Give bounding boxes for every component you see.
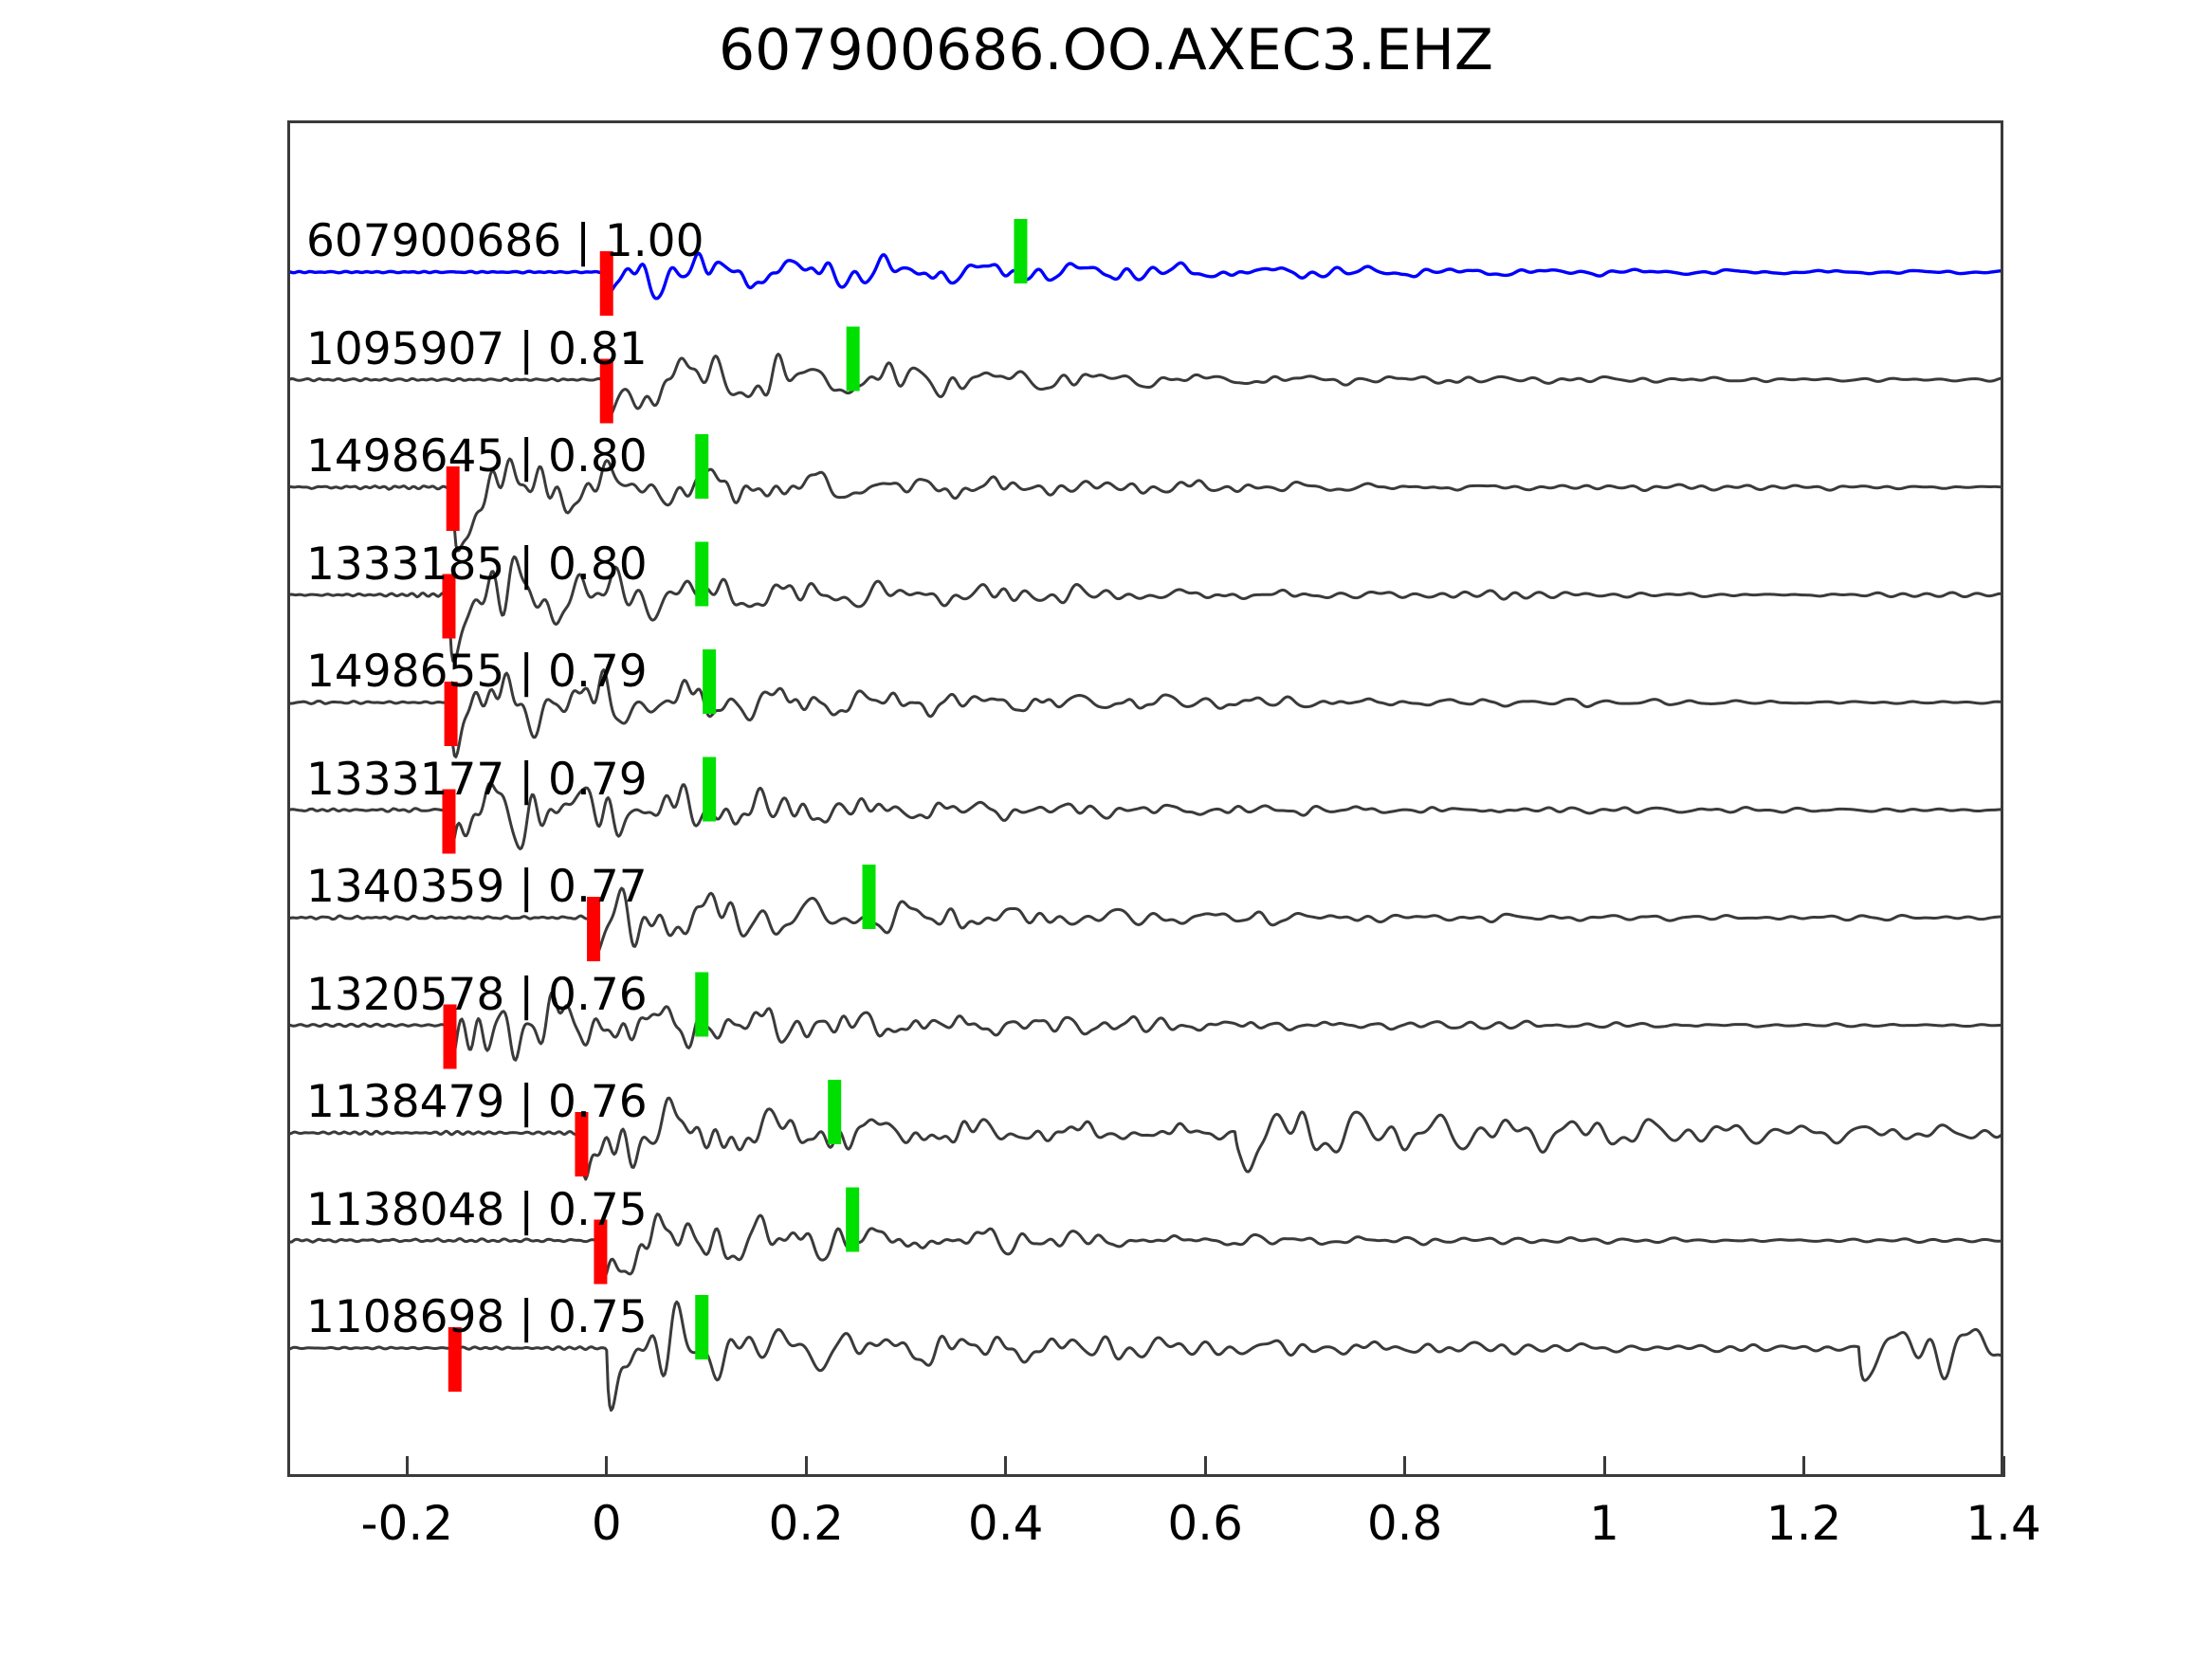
waveform-trace-1095907: [287, 353, 2003, 417]
page-title: 607900686.OO.AXEC3.EHZ: [718, 17, 1494, 83]
x-tick-label-5: 0.8: [1366, 1496, 1443, 1551]
x-tick-mark-7: [1802, 1456, 1806, 1477]
trace-label-1333177: 1333177 | 0.79: [306, 753, 648, 806]
x-tick-label-1: 0: [591, 1496, 622, 1551]
x-tick-label-4: 0.6: [1167, 1496, 1243, 1551]
trace-label-1320578: 1320578 | 0.76: [306, 968, 648, 1021]
trace-label-1095907: 1095907 | 0.81: [306, 322, 648, 375]
p-pick-marker-1333185: [442, 574, 456, 639]
s-pick-marker-1333185: [695, 541, 709, 607]
x-tick-label-8: 1.4: [1965, 1496, 2041, 1551]
trace-label-1138048: 1138048 | 0.75: [306, 1183, 648, 1236]
s-pick-marker-1320578: [695, 972, 709, 1037]
x-tick-mark-6: [1602, 1456, 1606, 1477]
waveform-trace-1108698: [287, 1300, 2003, 1413]
x-tick-mark-5: [1403, 1456, 1407, 1477]
p-pick-marker-1095907: [599, 358, 613, 424]
p-pick-marker-607900686: [599, 251, 613, 316]
x-tick-label-6: 1: [1589, 1496, 1619, 1551]
s-pick-marker-1498645: [695, 434, 709, 499]
x-tick-label-7: 1.2: [1765, 1496, 1842, 1551]
waveform-trace-1340359: [287, 886, 2003, 955]
waveform-trace-1498655: [287, 668, 2003, 758]
waveform-trace-1498645: [287, 457, 2003, 553]
p-pick-marker-1138479: [575, 1112, 589, 1176]
x-tick-mark-0: [405, 1456, 409, 1477]
waveform-trace-1320578: [287, 991, 2003, 1062]
p-pick-marker-1498645: [446, 466, 460, 531]
trace-label-1498645: 1498645 | 0.80: [306, 430, 648, 483]
x-tick-mark-8: [2002, 1456, 2005, 1477]
x-tick-label-2: 0.2: [768, 1496, 844, 1551]
trace-label-1340359: 1340359 | 0.77: [306, 861, 648, 913]
waveform-trace-1138048: [287, 1212, 2003, 1279]
x-tick-mark-2: [804, 1456, 808, 1477]
trace-label-1498655: 1498655 | 0.79: [306, 646, 648, 698]
p-pick-marker-1498655: [444, 682, 458, 746]
s-pick-marker-1498655: [703, 649, 717, 714]
trace-label-1333185: 1333185 | 0.80: [306, 538, 648, 591]
x-tick-label-0: -0.2: [360, 1496, 454, 1551]
waveform-trace-1333177: [287, 781, 2003, 850]
s-pick-marker-1138048: [846, 1187, 860, 1252]
trace-label-607900686: 607900686 | 1.00: [306, 215, 704, 267]
plot-area: [287, 120, 2003, 1477]
s-pick-marker-1340359: [862, 865, 876, 929]
waveform-trace-1333185: [287, 555, 2003, 664]
waveform-canvas: [287, 219, 2003, 1413]
s-pick-marker-607900686: [1014, 219, 1028, 283]
p-pick-marker-1138048: [594, 1219, 608, 1285]
p-pick-marker-1108698: [448, 1327, 462, 1392]
x-tick-mark-4: [1203, 1456, 1207, 1477]
x-tick-mark-1: [605, 1456, 609, 1477]
trace-label-1108698: 1108698 | 0.75: [306, 1291, 648, 1343]
trace-label-1138479: 1138479 | 0.76: [306, 1076, 648, 1128]
s-pick-marker-1095907: [846, 326, 860, 392]
x-tick-mark-3: [1004, 1456, 1008, 1477]
x-tick-label-3: 0.4: [967, 1496, 1044, 1551]
waveform-trace-607900686: [287, 251, 2003, 301]
p-pick-marker-1333177: [442, 789, 456, 854]
s-pick-marker-1138479: [828, 1080, 842, 1144]
s-pick-marker-1333177: [703, 757, 717, 822]
s-pick-marker-1108698: [695, 1295, 709, 1359]
p-pick-marker-1340359: [587, 897, 601, 961]
p-pick-marker-1320578: [443, 1004, 457, 1069]
waveform-trace-1138479: [287, 1096, 2003, 1181]
